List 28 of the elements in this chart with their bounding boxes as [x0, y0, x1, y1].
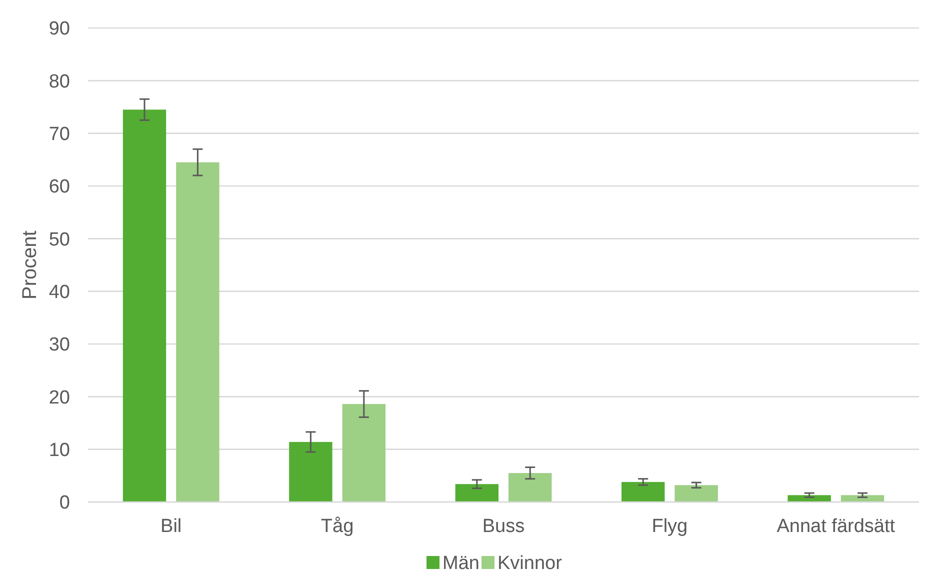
x-tick-label: Bil	[160, 516, 182, 537]
bar	[508, 473, 552, 502]
bar	[176, 162, 220, 502]
y-tick-label: 10	[48, 440, 70, 461]
legend-label: Män	[442, 553, 480, 574]
x-tick-label: Annat färdsätt	[776, 516, 896, 537]
y-tick-label: 90	[48, 18, 70, 40]
legend-label: Kvinnor	[498, 553, 563, 574]
x-tick-label: Buss	[482, 516, 525, 537]
x-tick-label: Tåg	[320, 516, 354, 537]
bar	[622, 482, 665, 502]
y-tick-label: 0	[59, 492, 70, 514]
bar	[289, 442, 332, 502]
bar	[455, 484, 498, 502]
y-tick-label: 30	[48, 334, 70, 356]
bar	[122, 110, 166, 502]
y-tick-label: 40	[48, 282, 70, 303]
bar	[674, 485, 718, 502]
y-tick-label: 60	[48, 176, 70, 198]
bar	[840, 495, 884, 502]
x-tick-label: Flyg	[652, 516, 688, 537]
y-tick-label: 80	[48, 71, 70, 92]
bar	[342, 404, 386, 502]
y-tick-label: 20	[48, 387, 70, 408]
y-tick-label: 50	[48, 229, 70, 250]
y-axis-title: Procent	[19, 230, 41, 300]
bar	[788, 495, 831, 502]
y-tick-label: 70	[48, 124, 70, 145]
